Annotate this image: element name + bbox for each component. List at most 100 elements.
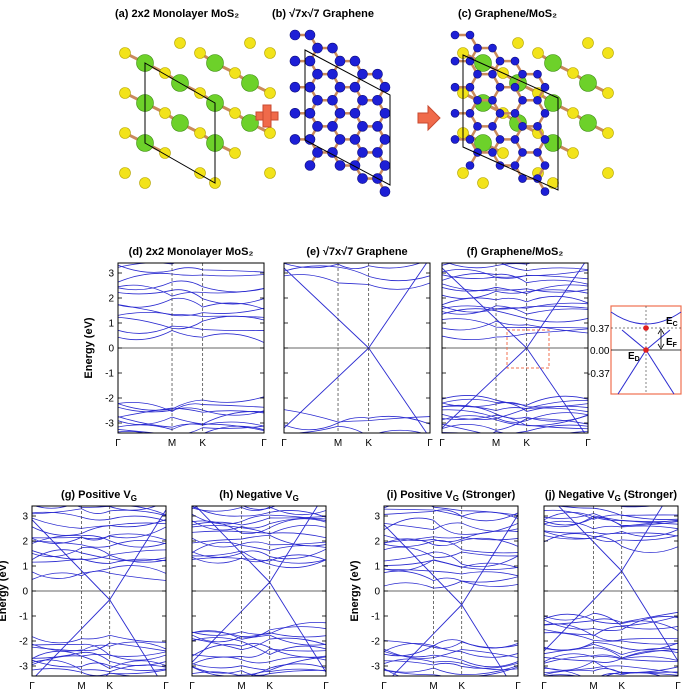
x-tick-label: Γ — [281, 438, 287, 449]
s-atom — [567, 67, 579, 79]
band-line — [442, 415, 588, 430]
band-line — [544, 533, 678, 553]
band-line — [442, 404, 588, 422]
band-line — [544, 529, 678, 537]
y-tick-label: -2 — [105, 394, 114, 405]
band-line — [192, 534, 326, 547]
mos2-lattice — [119, 37, 276, 189]
band-line — [118, 401, 264, 412]
s-atom — [229, 147, 241, 159]
c-atom — [372, 94, 383, 106]
c-atom — [488, 95, 497, 105]
s-atom — [229, 107, 241, 119]
dirac-line — [461, 514, 518, 605]
band-line — [384, 651, 518, 668]
y-tick-label: -2 — [19, 637, 28, 648]
dirac-cone-inset: 0.37 0.00 -0.37 EC ED EF — [587, 305, 682, 395]
inset-tick-m037: -0.37 — [587, 369, 610, 380]
s-atom — [547, 177, 559, 189]
x-tick-label: M — [492, 438, 500, 449]
dirac-line — [461, 604, 507, 676]
c-atom — [289, 29, 301, 41]
s-atom — [264, 87, 276, 99]
band-line — [32, 526, 166, 540]
band-line — [118, 284, 264, 297]
band-line — [544, 611, 678, 624]
inset-tick-037: 0.37 — [590, 324, 610, 335]
mo-atom — [544, 54, 562, 72]
s-atom — [174, 37, 186, 49]
c-atom — [450, 135, 460, 144]
band-line — [192, 622, 326, 636]
band-line — [442, 283, 588, 293]
x-tick-label: Γ — [585, 438, 591, 449]
c-atom — [304, 108, 316, 119]
dirac-line — [442, 267, 527, 349]
s-atom — [194, 127, 206, 139]
band-line — [32, 558, 166, 564]
band-line — [32, 506, 166, 516]
c-atom — [327, 121, 338, 132]
s-atom — [457, 167, 469, 179]
y-tick-label: 0 — [108, 344, 114, 355]
dirac-line — [284, 347, 369, 429]
band-line — [192, 643, 326, 658]
band-line — [384, 509, 518, 519]
unit-cell — [462, 54, 559, 191]
y-tick-label: 2 — [374, 537, 380, 548]
band-line — [554, 506, 678, 516]
mo-atom — [579, 74, 597, 92]
band-line — [384, 517, 518, 535]
band-line — [284, 265, 430, 282]
c-atom — [334, 81, 346, 93]
band-line — [118, 396, 264, 411]
band-line — [32, 522, 166, 536]
band-line — [32, 643, 166, 657]
x-tick-label: M — [77, 681, 85, 692]
band-line — [544, 668, 678, 676]
band-line — [384, 645, 518, 658]
band-line — [544, 632, 678, 645]
band-line — [192, 548, 326, 560]
band-line — [118, 311, 264, 318]
c-atom — [357, 147, 368, 158]
c-atom — [510, 109, 520, 118]
band-line — [192, 656, 326, 671]
mo-atom — [544, 94, 562, 112]
title-hetero-structure: (c) Graphene/MoS₂ — [458, 8, 557, 20]
s-atom — [119, 127, 131, 139]
c-atom — [450, 56, 460, 66]
c-atom — [533, 69, 542, 79]
y-tick-label: 2 — [22, 537, 28, 548]
title-graphene-structure: (b) √7x√7 Graphene — [272, 8, 374, 20]
c-atom — [473, 122, 482, 131]
dirac-line — [544, 570, 623, 652]
s-atom — [602, 47, 614, 59]
c-atom — [465, 161, 475, 170]
x-tick-label: M — [429, 681, 437, 692]
band-line — [118, 297, 264, 310]
c-atom — [518, 148, 527, 157]
c-atom — [510, 82, 520, 92]
c-atom — [533, 122, 542, 131]
dirac-line — [526, 347, 586, 433]
band-line — [118, 304, 264, 317]
c-atom — [289, 81, 301, 93]
band-line — [249, 668, 326, 676]
band-line — [544, 509, 678, 520]
c-atom — [450, 82, 460, 92]
c-atom — [327, 42, 338, 54]
s-atom — [497, 147, 509, 159]
panel-title: (f) Graphene/MoS₂ — [467, 246, 564, 258]
band-line — [384, 660, 518, 669]
band-line — [118, 425, 264, 433]
y-tick-label: 2 — [108, 294, 114, 305]
band-line — [192, 513, 326, 525]
band-line — [32, 659, 166, 671]
band-line — [544, 612, 678, 627]
band-line — [32, 675, 34, 676]
y-tick-label: 0 — [374, 587, 380, 598]
c-atom — [379, 186, 391, 197]
c-atom — [495, 109, 505, 118]
y-axis-label: Energy (eV) — [0, 560, 9, 621]
